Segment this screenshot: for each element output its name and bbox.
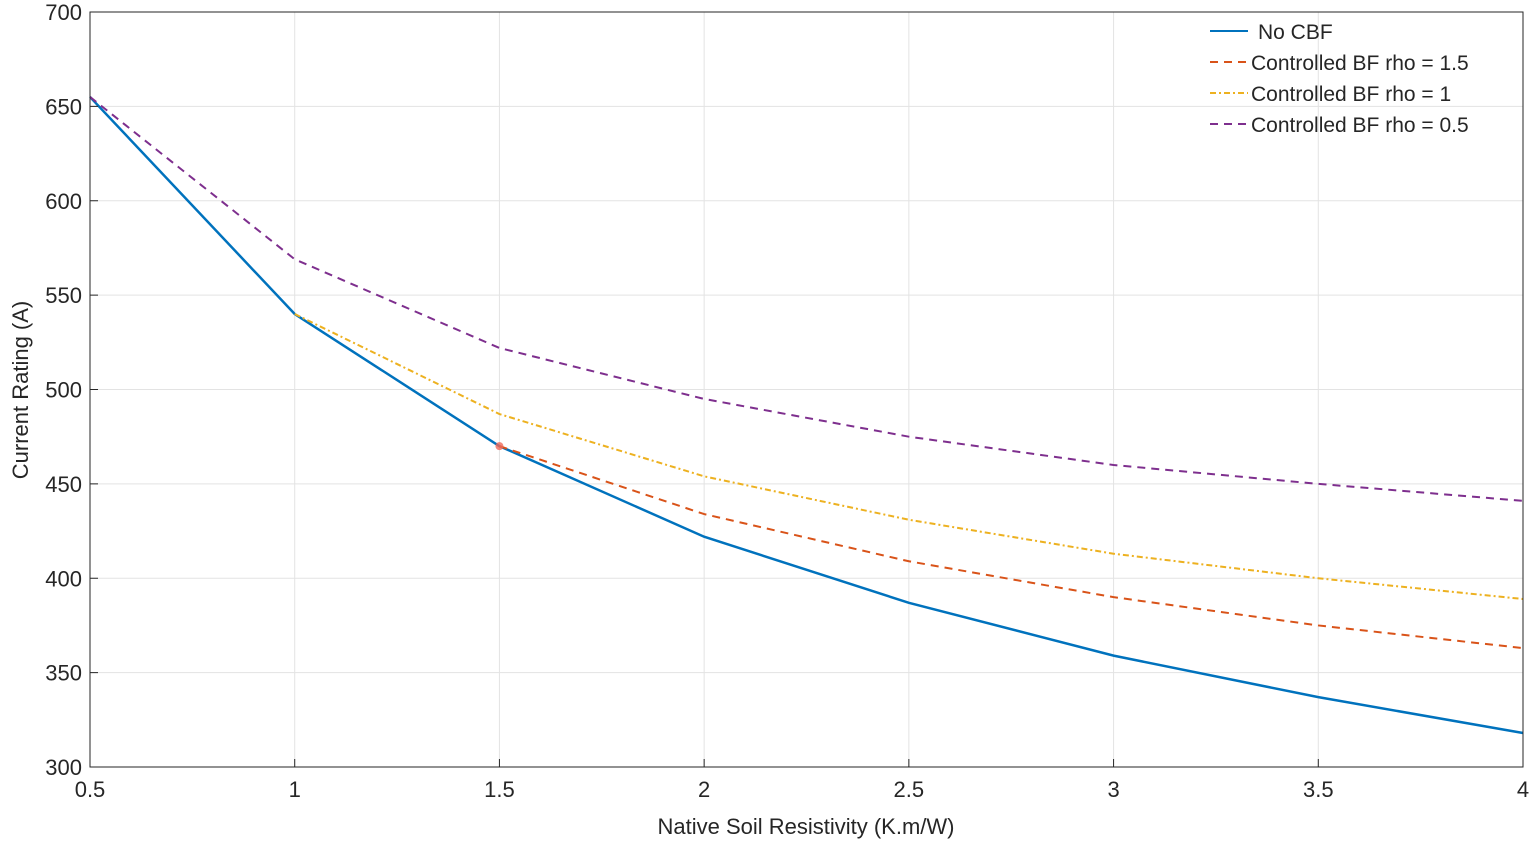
legend: No CBF Controlled BF rho = 1.5 Controlled … — [1210, 21, 1469, 137]
y-axis-label: Current Rating (A) — [8, 301, 33, 480]
series-line-1 — [499, 445, 1524, 650]
y-tick-label: 300 — [45, 755, 82, 780]
legend-label-1: Controlled BF rho = 1.5 — [1251, 52, 1469, 75]
legend-label-2: Controlled BF rho = 1 — [1251, 83, 1451, 106]
x-tick-label: 1 — [289, 777, 301, 802]
y-tick-label: 700 — [45, 0, 82, 25]
series-lines — [89, 96, 1524, 735]
highlight-marker — [495, 442, 504, 451]
y-tick-label: 400 — [45, 566, 82, 591]
ticks: 0.5 1 1.5 2 2.5 3 3.5 4 300 350 400 450 500 550 600 650… — [45, 0, 1529, 802]
x-tick-label: 3 — [1107, 777, 1119, 802]
x-tick-label: 0.5 — [75, 777, 106, 802]
x-tick-label: 2.5 — [894, 777, 925, 802]
x-axis-label: Native Soil Resistivity (K.m/W) — [657, 814, 954, 839]
y-tick-label: 350 — [45, 661, 82, 686]
x-tick-label: 2 — [698, 777, 710, 802]
series-line-0 — [89, 96, 1524, 735]
y-tick-label: 500 — [45, 378, 82, 403]
legend-label-3: Controlled BF rho = 0.5 — [1251, 114, 1469, 137]
legend-label-0: No CBF — [1258, 21, 1333, 44]
y-tick-label: 450 — [45, 472, 82, 497]
x-tick-label: 1.5 — [484, 777, 515, 802]
y-tick-label: 550 — [45, 283, 82, 308]
y-tick-label: 600 — [45, 189, 82, 214]
y-tick-label: 650 — [45, 94, 82, 119]
x-tick-label: 3.5 — [1303, 777, 1334, 802]
x-tick-label: 4 — [1517, 777, 1529, 802]
series-line-2 — [294, 313, 1524, 601]
series-line-3 — [89, 96, 1524, 502]
